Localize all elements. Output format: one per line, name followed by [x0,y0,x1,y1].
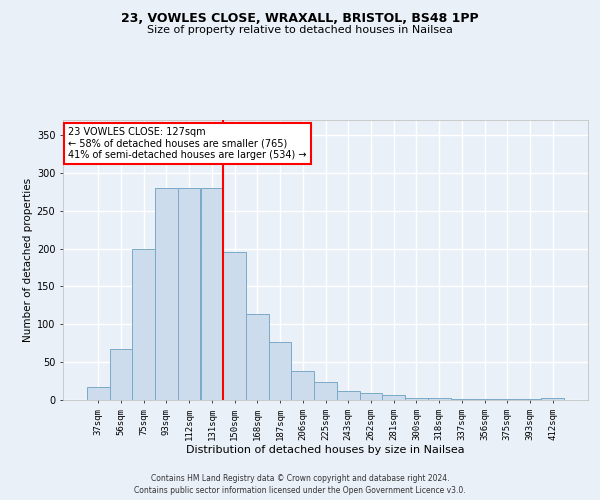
Bar [292,371,314,400]
Bar [133,248,155,400]
Bar [518,399,541,400]
Bar [541,398,564,400]
Bar [473,399,496,400]
X-axis label: Distribution of detached houses by size in Nailsea: Distribution of detached houses by size … [186,446,465,456]
Bar [87,387,110,400]
Bar [223,252,246,400]
Bar [382,394,405,400]
Bar [337,391,359,400]
Bar [428,398,451,400]
Bar [269,342,292,400]
Text: Contains HM Land Registry data © Crown copyright and database right 2024.
Contai: Contains HM Land Registry data © Crown c… [134,474,466,495]
Bar [496,399,518,400]
Text: 23 VOWLES CLOSE: 127sqm
← 58% of detached houses are smaller (765)
41% of semi-d: 23 VOWLES CLOSE: 127sqm ← 58% of detache… [68,127,307,160]
Bar [200,188,223,400]
Bar [359,393,382,400]
Bar [246,314,269,400]
Bar [155,188,178,400]
Text: Size of property relative to detached houses in Nailsea: Size of property relative to detached ho… [147,25,453,35]
Bar [110,350,133,400]
Text: 23, VOWLES CLOSE, WRAXALL, BRISTOL, BS48 1PP: 23, VOWLES CLOSE, WRAXALL, BRISTOL, BS48… [121,12,479,26]
Bar [314,382,337,400]
Bar [451,399,473,400]
Y-axis label: Number of detached properties: Number of detached properties [23,178,32,342]
Bar [178,188,200,400]
Bar [405,398,428,400]
